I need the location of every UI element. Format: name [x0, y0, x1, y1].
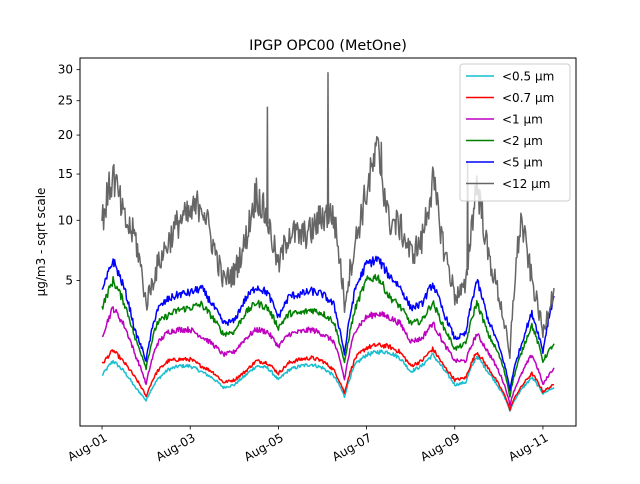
y-axis-label: μg/m3 - sqrt scale — [34, 188, 48, 297]
legend-label: <1 μm — [502, 113, 543, 127]
series-line — [101, 306, 555, 407]
y-tick-label: 10 — [58, 213, 73, 227]
legend-label: <12 μm — [502, 177, 550, 191]
chart-title: IPGP OPC00 (MetOne) — [249, 38, 407, 54]
legend-label: <5 μm — [502, 156, 543, 170]
series-line — [101, 349, 555, 412]
plot-frame — [79, 57, 577, 427]
y-tick-label: 15 — [58, 167, 73, 181]
y-tick-label: 5 — [65, 274, 73, 288]
legend-label: <0.5 μm — [502, 70, 554, 84]
legend: <0.5 μm <0.7 μm <1 μm <2 μm <5 μm <12 μm — [459, 63, 571, 202]
series-line — [101, 273, 555, 398]
series-line — [101, 255, 555, 392]
legend-label: <0.7 μm — [502, 91, 554, 105]
series-line — [101, 342, 555, 412]
y-tick-label: 25 — [58, 94, 73, 108]
y-axis: 5 10 15 20 25 30 — [58, 63, 80, 288]
y-tick-label: 30 — [58, 63, 73, 77]
y-tick-label: 20 — [58, 128, 73, 142]
legend-label: <2 μm — [502, 134, 543, 148]
